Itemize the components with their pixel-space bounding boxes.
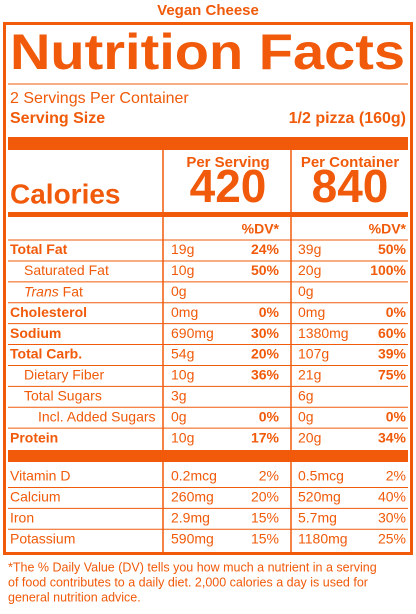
- calories-label: Calories: [10, 178, 121, 209]
- amount: 1380mg: [298, 325, 349, 341]
- amount: 20g: [298, 429, 321, 445]
- daily-value: 15%: [251, 530, 279, 546]
- daily-value: 50%: [251, 262, 280, 278]
- calories-value: 840: [312, 160, 389, 212]
- daily-value: 17%: [251, 429, 280, 445]
- daily-value: 24%: [251, 241, 280, 257]
- nutrient-name: Total Carb.: [10, 346, 82, 362]
- amount: 10g: [171, 262, 194, 278]
- serving-size-label: Serving Size: [10, 110, 105, 127]
- amount: 0mg: [298, 304, 325, 320]
- footnote-line: of food contributes to a daily diet. 2,0…: [8, 575, 368, 589]
- label-border: [3, 22, 413, 555]
- daily-value: 0%: [259, 304, 280, 320]
- amount: 0g: [171, 408, 187, 424]
- daily-value: 0%: [259, 408, 280, 424]
- daily-value: 36%: [251, 367, 280, 383]
- amount: 590mg: [171, 530, 214, 546]
- amount: 0mg: [171, 304, 198, 320]
- product-name: Vegan Cheese: [157, 2, 259, 19]
- daily-value: 25%: [378, 530, 406, 546]
- daily-value: 100%: [370, 262, 406, 278]
- nutrient-name: Saturated Fat: [24, 262, 109, 278]
- daily-value: 60%: [378, 325, 407, 341]
- daily-value: 2%: [386, 468, 406, 484]
- amount: 3g: [171, 388, 187, 404]
- amount: 39g: [298, 241, 321, 257]
- nutrient-name: Trans Fat: [24, 283, 83, 299]
- daily-value: 50%: [378, 241, 407, 257]
- nutrient-name: Calcium: [10, 489, 61, 505]
- daily-value: 20%: [251, 346, 280, 362]
- thick-bar: [8, 450, 408, 462]
- daily-value: 34%: [378, 429, 407, 445]
- amount: 690mg: [171, 325, 214, 341]
- amount: 0.2mcg: [171, 468, 217, 484]
- daily-value: 39%: [378, 346, 407, 362]
- amount: 0g: [171, 283, 187, 299]
- calories-value: 420: [190, 160, 267, 212]
- daily-value: 2%: [259, 468, 279, 484]
- amount: 1180mg: [298, 530, 348, 546]
- amount: 5.7mg: [298, 510, 337, 526]
- amount: 0g: [298, 408, 314, 424]
- nutrient-name: Dietary Fiber: [24, 367, 104, 383]
- amount: 6g: [298, 388, 314, 404]
- nutrient-name: Vitamin D: [10, 468, 70, 484]
- nutrient-name: Incl. Added Sugars: [38, 408, 156, 424]
- nutrient-name-rest: Fat: [59, 283, 83, 299]
- nutrient-name: Iron: [10, 510, 34, 526]
- amount: 2.9mg: [171, 510, 210, 526]
- nutrient-name: Sodium: [10, 325, 61, 341]
- daily-value: 20%: [251, 489, 279, 505]
- nutrient-name: Cholesterol: [10, 304, 87, 320]
- daily-value: 40%: [378, 489, 406, 505]
- thick-line: [8, 212, 408, 217]
- amount: 260mg: [171, 489, 214, 505]
- amount: 0.5mcg: [298, 468, 344, 484]
- servings: 2 Servings Per Container: [10, 90, 189, 107]
- thick-bar: [8, 137, 408, 150]
- footnote-line: *The % Daily Value (DV) tells you how mu…: [8, 560, 377, 574]
- nutrient-name: Protein: [10, 429, 58, 445]
- daily-value: 15%: [251, 510, 279, 526]
- title: Nutrition Facts: [10, 24, 405, 80]
- daily-value: 30%: [378, 510, 406, 526]
- amount: 21g: [298, 367, 321, 383]
- amount: 54g: [171, 346, 194, 362]
- amount: 0g: [298, 283, 314, 299]
- nutrient-name: Total Sugars: [24, 388, 102, 404]
- amount: 19g: [171, 241, 194, 257]
- daily-value: 75%: [378, 367, 407, 383]
- amount: 10g: [171, 429, 194, 445]
- nutrient-name-prefix: Trans: [24, 283, 59, 299]
- column-header: Per Container: [301, 154, 400, 171]
- nutrient-name: Potassium: [10, 530, 75, 546]
- amount: 107g: [298, 346, 329, 362]
- amount: 20g: [298, 262, 321, 278]
- daily-value: 30%: [251, 325, 280, 341]
- footnote-line: general nutrition advice.: [8, 590, 141, 604]
- amount: 520mg: [298, 489, 341, 505]
- dv-header: %DV*: [369, 221, 407, 237]
- nutrient-name: Total Fat: [10, 241, 68, 257]
- serving-size: 1/2 pizza (160g): [289, 110, 406, 127]
- dv-header: %DV*: [242, 221, 280, 237]
- amount: 10g: [171, 367, 194, 383]
- daily-value: 0%: [386, 408, 407, 424]
- column-header: Per Serving: [186, 154, 269, 171]
- daily-value: 0%: [386, 304, 407, 320]
